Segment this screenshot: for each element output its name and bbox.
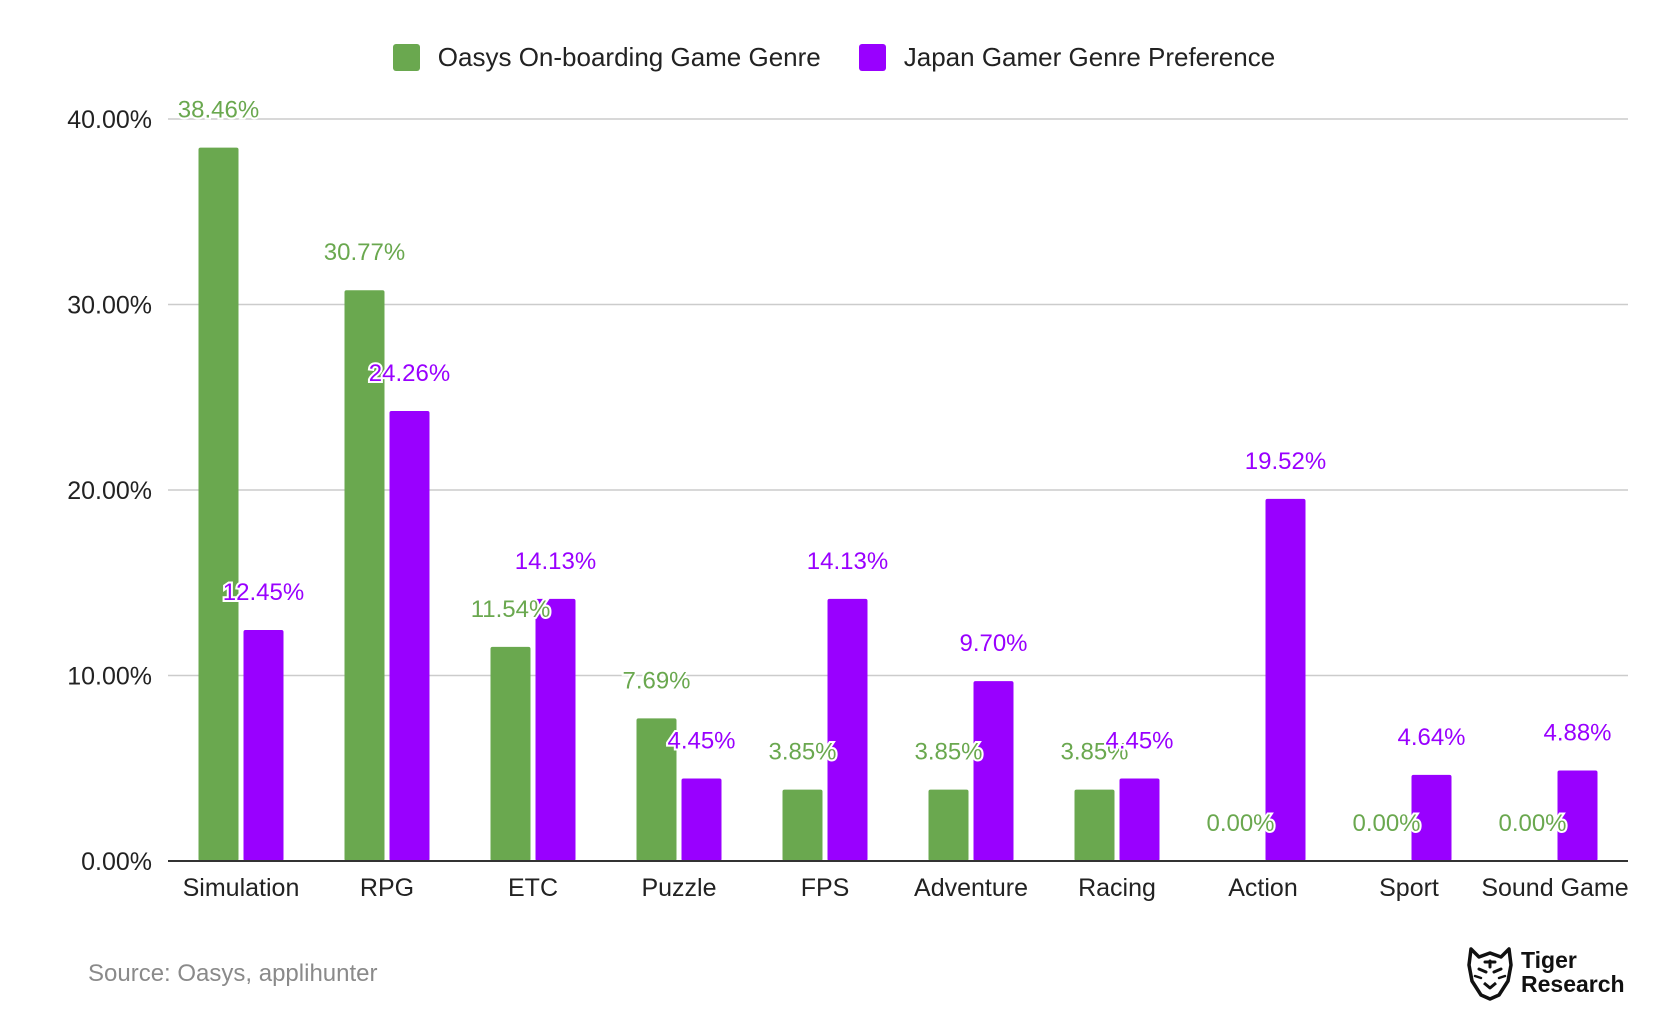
data-label-japan: 4.45% [1105, 727, 1173, 754]
legend-item-japan: Japan Gamer Genre Preference [858, 42, 1276, 73]
x-tick-label: Simulation [183, 874, 300, 902]
x-tick-label: ETC [508, 874, 558, 902]
y-tick-label: 20.00% [67, 477, 152, 505]
y-tick-label: 30.00% [67, 292, 152, 320]
x-tick-label: RPG [360, 874, 414, 902]
bar-japan [681, 778, 722, 861]
bar-oasys [782, 789, 823, 861]
data-label-japan: 14.13% [515, 548, 596, 575]
data-label-oasys: 3.85% [1060, 739, 1128, 766]
bar-oasys [490, 646, 531, 861]
bar-japan [389, 410, 430, 861]
data-label-oasys: 0.00% [1206, 810, 1274, 837]
bar-oasys [928, 789, 969, 861]
bar-oasys [198, 147, 239, 861]
logo-text: Tiger Research [1521, 948, 1625, 996]
data-label-oasys: 3.85% [768, 739, 836, 766]
x-tick-label: Sport [1379, 874, 1439, 902]
data-label-oasys: 38.46% [178, 97, 259, 124]
data-label-oasys: 7.69% [622, 667, 690, 694]
logo-line-1: Tiger [1521, 947, 1577, 973]
data-label-japan: 14.13% [807, 548, 888, 575]
bar-japan [243, 630, 284, 861]
data-label-japan: 19.52% [1245, 448, 1326, 475]
y-tick-label: 10.00% [67, 663, 152, 691]
x-tick-label: Sound Game [1481, 874, 1628, 902]
x-tick-label: Racing [1078, 874, 1156, 902]
data-label-oasys: 0.00% [1498, 810, 1566, 837]
bar-oasys [344, 290, 385, 861]
bar-japan [535, 598, 576, 861]
data-label-japan: 12.45% [223, 579, 304, 606]
tiger-research-logo: Tiger Research [1465, 943, 1625, 1001]
bar-japan [1119, 778, 1160, 861]
data-label-japan: 4.45% [667, 727, 735, 754]
data-label-japan: 24.26% [369, 360, 450, 387]
data-label-oasys: 30.77% [324, 239, 405, 266]
logo-line-2: Research [1521, 971, 1625, 997]
bar-japan [1557, 770, 1598, 861]
x-tick-label: Puzzle [641, 874, 716, 902]
data-label-oasys: 3.85% [914, 739, 982, 766]
legend-label-oasys: Oasys On-boarding Game Genre [437, 42, 821, 72]
bar-japan [1265, 498, 1306, 861]
x-tick-label: Action [1228, 874, 1297, 902]
legend-label-japan: Japan Gamer Genre Preference [903, 42, 1276, 72]
source-note: Source: Oasys, applihunter [88, 960, 378, 987]
data-label-japan: 4.64% [1397, 724, 1465, 751]
data-label-oasys: 0.00% [1352, 810, 1420, 837]
y-tick-label: 0.00% [81, 848, 152, 876]
bar-oasys [636, 718, 677, 861]
y-tick-label: 40.00% [67, 106, 152, 134]
x-tick-label: FPS [801, 874, 850, 902]
tiger-head-icon [1467, 947, 1513, 1001]
legend-item-oasys: Oasys On-boarding Game Genre [392, 42, 821, 73]
legend-swatch-japan [858, 44, 886, 71]
bar-japan [1411, 774, 1452, 861]
bar-japan [973, 681, 1014, 861]
bar-oasys [1074, 789, 1115, 861]
x-tick-label: Adventure [914, 874, 1028, 902]
legend-swatch-oasys [392, 44, 420, 71]
data-label-japan: 9.70% [959, 630, 1027, 657]
chart-legend: Oasys On-boarding Game Genre Japan Gamer… [0, 42, 1668, 73]
bar-japan [827, 598, 868, 861]
data-label-japan: 4.88% [1543, 719, 1611, 746]
data-label-oasys: 11.54% [471, 596, 551, 623]
